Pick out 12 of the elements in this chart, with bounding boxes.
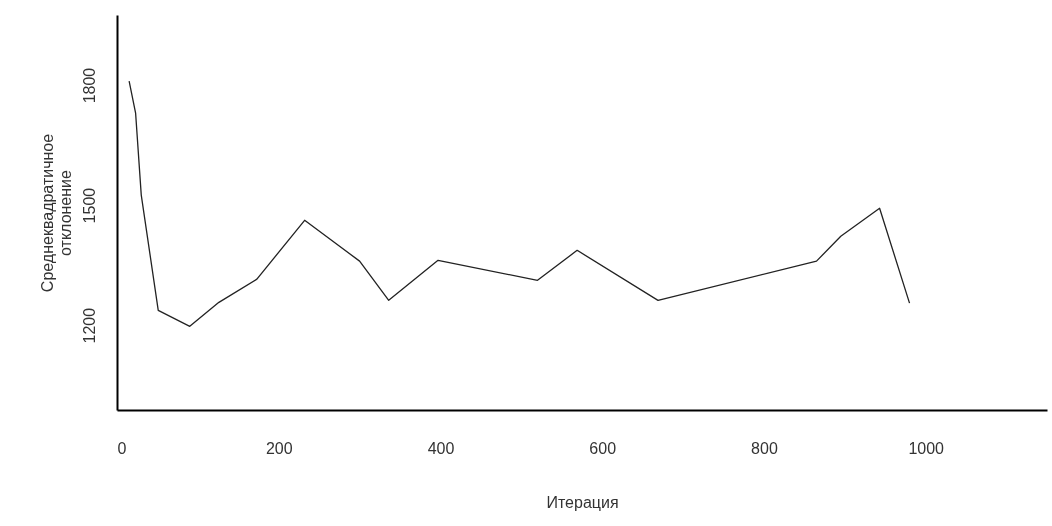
line-series [128,80,911,328]
x-tick-label: 600 [589,439,617,457]
x-tick-label: 800 [751,439,778,457]
x-tick-label: 0 [117,439,127,457]
y-tick-label: 1800 [80,67,98,104]
y-tick-label: 1500 [80,187,98,224]
y-tick-label: 1200 [80,307,98,344]
x-tick-label: 200 [265,439,293,457]
x-tick-label: 1000 [908,439,945,457]
x-tick-label: 400 [427,439,455,457]
x-axis-title: Итерация [546,493,619,511]
y-axis-title: Среднеквадратичное отклонение [38,133,74,293]
